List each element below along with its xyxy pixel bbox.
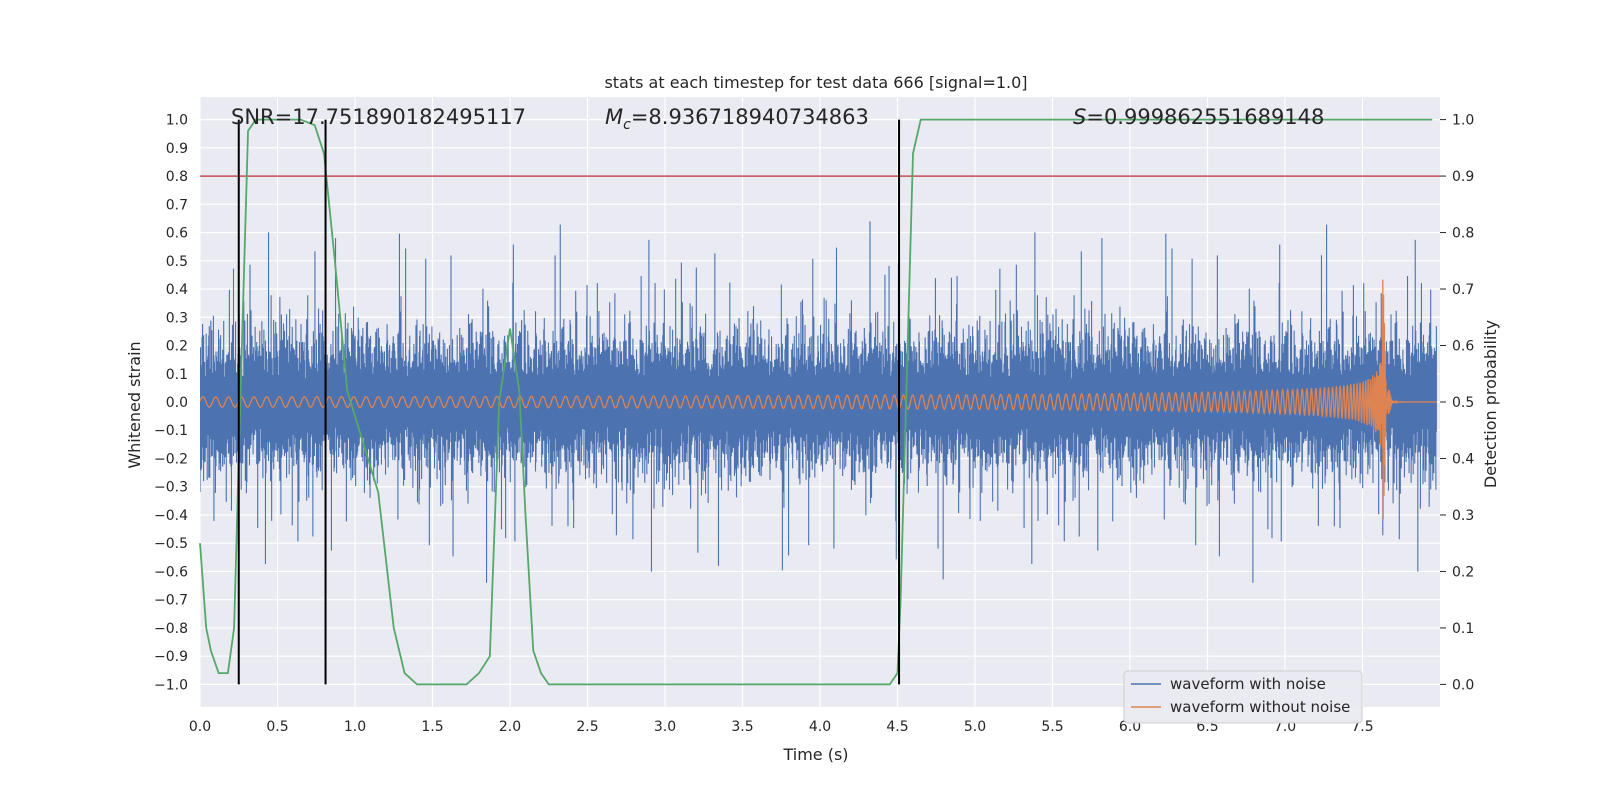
legend-label-noisy: waveform with noise <box>1170 675 1326 693</box>
legend: waveform with noise waveform without noi… <box>1123 670 1363 724</box>
x-tick-label: 1.5 <box>421 719 443 735</box>
y2-tick-label: 0.9 <box>1452 169 1474 185</box>
y2-tick-label: 0.4 <box>1452 451 1474 467</box>
x-tick-label: 2.5 <box>576 719 598 735</box>
snr-annotation: SNR=17.751890182495117 <box>231 105 526 129</box>
y2-axis-label: Detection probability <box>1481 320 1500 488</box>
y-tick-label: −1.0 <box>154 677 188 693</box>
y-tick-label: −0.7 <box>154 593 188 609</box>
y-tick-label: 0.6 <box>166 226 188 242</box>
x-tick-label: 3.5 <box>731 719 753 735</box>
right-y-axis: 1.0 0.9 0.8 0.7 0.6 0.5 0.4 0.3 0.2 0.1 0.0 <box>1440 113 1474 693</box>
y-tick-label: −0.2 <box>154 451 188 467</box>
chirp-mass-annotation: Mc=8.936718940734863 <box>605 105 869 133</box>
y-tick-label: −0.1 <box>154 423 188 439</box>
y-tick-label: −0.8 <box>154 621 188 637</box>
y-tick-label: −0.9 <box>154 649 188 665</box>
y2-tick-label: 0.5 <box>1452 395 1474 411</box>
x-tick-label: 0.5 <box>266 719 288 735</box>
chart-title: stats at each timestep for test data 666… <box>604 73 1027 92</box>
x-tick-label: 2.0 <box>499 719 521 735</box>
y-tick-label: 0.4 <box>166 282 188 298</box>
x-tick-label: 1.0 <box>344 719 366 735</box>
x-tick-label: 4.0 <box>809 719 831 735</box>
chirp-mass-symbol: M <box>605 105 623 129</box>
x-tick-label: 3.0 <box>654 719 676 735</box>
statistic-annotation: S=0.999862551689148 <box>1073 105 1324 129</box>
y-tick-label: 1.0 <box>166 113 188 129</box>
y-tick-label: 0.9 <box>166 141 188 157</box>
y-tick-label: −0.6 <box>154 564 188 580</box>
y-tick-label: 0.8 <box>166 169 188 185</box>
y-tick-label: 0.0 <box>166 395 188 411</box>
series-waveform-without-noise <box>200 279 1437 520</box>
y-tick-label: −0.3 <box>154 480 188 496</box>
y2-tick-label: 1.0 <box>1452 113 1474 129</box>
statistic-value: =0.999862551689148 <box>1086 105 1324 129</box>
y-tick-label: 0.7 <box>166 197 188 213</box>
y-tick-label: 0.1 <box>166 367 188 383</box>
x-axis-label: Time (s) <box>782 745 848 764</box>
y-tick-label: −0.5 <box>154 536 188 552</box>
x-tick-label: 4.5 <box>886 719 908 735</box>
chirp-mass-subscript: c <box>623 117 631 133</box>
legend-label-clean: waveform without noise <box>1170 698 1350 716</box>
y2-tick-label: 0.2 <box>1452 564 1474 580</box>
statistic-symbol: S <box>1073 105 1086 129</box>
y-tick-label: 0.5 <box>166 254 188 270</box>
y2-tick-label: 0.1 <box>1452 621 1474 637</box>
y2-tick-label: 0.7 <box>1452 282 1474 298</box>
legend-box <box>1123 670 1363 724</box>
y-axis-label: Whitened strain <box>125 341 144 468</box>
y-tick-label: −0.4 <box>154 508 188 524</box>
y-tick-label: 0.2 <box>166 339 188 355</box>
left-y-axis: 1.0 0.9 0.8 0.7 0.6 0.5 0.4 0.3 0.2 0.1 0.0 −0.1 −0.… <box>154 113 188 694</box>
y2-tick-label: 0.8 <box>1452 226 1474 242</box>
x-tick-label: 5.0 <box>964 719 986 735</box>
y-tick-label: 0.3 <box>166 310 188 326</box>
x-tick-label: 0.0 <box>189 719 211 735</box>
y2-tick-label: 0.3 <box>1452 508 1474 524</box>
x-tick-label: 5.5 <box>1041 719 1063 735</box>
y2-tick-label: 0.0 <box>1452 677 1474 693</box>
y2-tick-label: 0.6 <box>1452 339 1474 355</box>
chirp-mass-value: =8.936718940734863 <box>631 105 869 129</box>
